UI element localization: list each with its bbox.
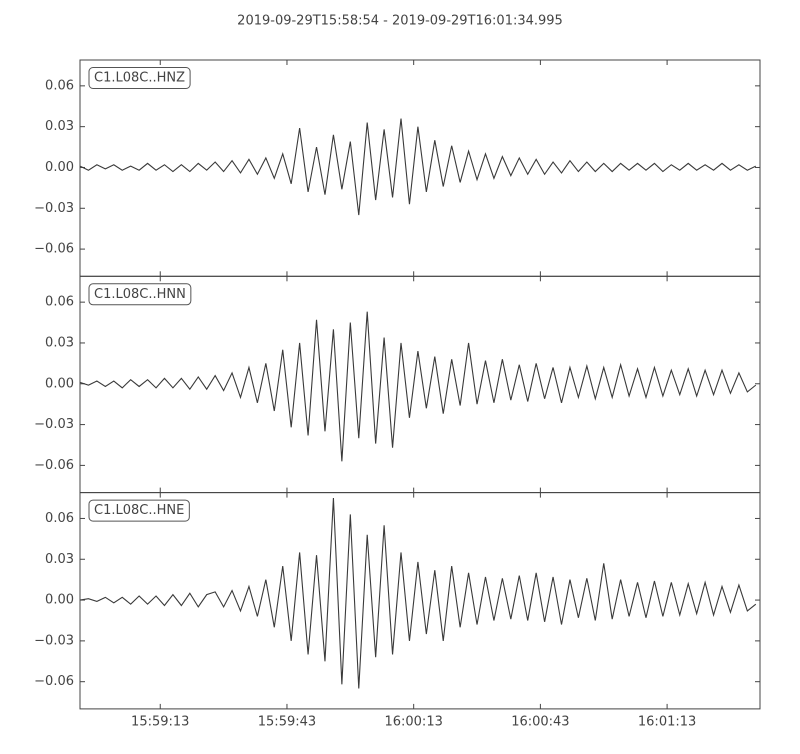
y-tick-label: −0.06 (34, 458, 74, 473)
y-tick-label: −0.03 (34, 633, 74, 648)
y-tick-label: 0.03 (45, 335, 74, 350)
trace-label: C1.L08C..HNE (94, 503, 184, 518)
y-tick-label: 0.03 (45, 119, 74, 134)
trace-label: C1.L08C..HNZ (94, 71, 185, 86)
waveform (79, 498, 757, 689)
plot-frame (79, 275, 761, 494)
x-tick-label: 15:59:43 (258, 714, 316, 729)
x-tick-label: 15:59:13 (131, 714, 189, 729)
x-tick-label: 16:00:13 (384, 714, 442, 729)
y-tick-label: −0.03 (34, 201, 74, 216)
y-tick-label: 0.06 (45, 295, 74, 310)
y-tick-label: 0.06 (45, 511, 74, 526)
y-tick-label: 0.00 (45, 593, 74, 608)
trace-label: C1.L08C..HNN (94, 287, 186, 302)
y-tick-label: 0.03 (45, 552, 74, 567)
y-tick-label: −0.06 (34, 674, 74, 689)
plot-frame (79, 492, 761, 710)
trace-label-box (88, 283, 192, 306)
y-tick-label: −0.06 (34, 242, 74, 257)
y-tick-label: 0.00 (45, 376, 74, 391)
trace-label-box (88, 67, 191, 89)
plot-frame (79, 59, 761, 277)
y-tick-label: −0.03 (34, 417, 74, 432)
x-tick-label: 16:00:43 (511, 714, 569, 729)
chart-title: 2019-09-29T15:58:54 - 2019-09-29T16:01:3… (237, 14, 563, 29)
trace-label-box (88, 499, 190, 522)
waveform (79, 118, 757, 216)
y-tick-label: 0.06 (45, 78, 74, 93)
y-tick-label: 0.00 (45, 160, 74, 175)
x-tick-label: 16:01:13 (638, 714, 696, 729)
waveform (79, 311, 757, 462)
